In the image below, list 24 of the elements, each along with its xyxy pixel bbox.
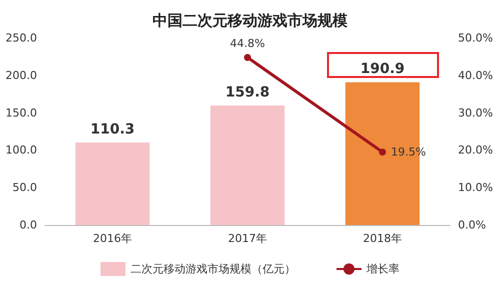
legend-label: 二次元移动游戏市场规模（亿元） [130,262,296,276]
y2-tick-label: 0.0% [458,218,486,232]
legend-label: 增长率 [366,262,400,276]
y-tick-label: 50.0 [12,181,37,194]
x-tick-label: 2017年 [228,232,267,245]
y2-tick-label: 30.0% [458,106,493,120]
y2-tick-label: 20.0% [458,144,493,157]
bar [210,105,285,225]
y-tick-label: 150.0 [6,106,37,120]
y-tick-label: 100.0 [6,144,37,157]
data-label: 190.9 [360,61,405,78]
data-label: 110.3 [90,121,135,138]
y-tick-label: 200.0 [6,68,37,82]
y-tick-label: 0.0 [20,218,37,232]
x-tick-label: 2016年 [93,232,132,245]
x-tick-label: 2018年 [363,232,402,245]
y2-tick-label: 10.0% [458,181,493,194]
data-label: 159.8 [225,84,270,100]
y2-tick-label: 50.0% [458,32,493,44]
bar [75,142,150,225]
y-tick-label: 250.0 [6,32,37,44]
y2-tick-label: 40.0% [458,68,493,82]
chart-title: 中国二次元移动游戏市场规模 [152,12,348,30]
data-label: 44.8% [230,36,265,50]
